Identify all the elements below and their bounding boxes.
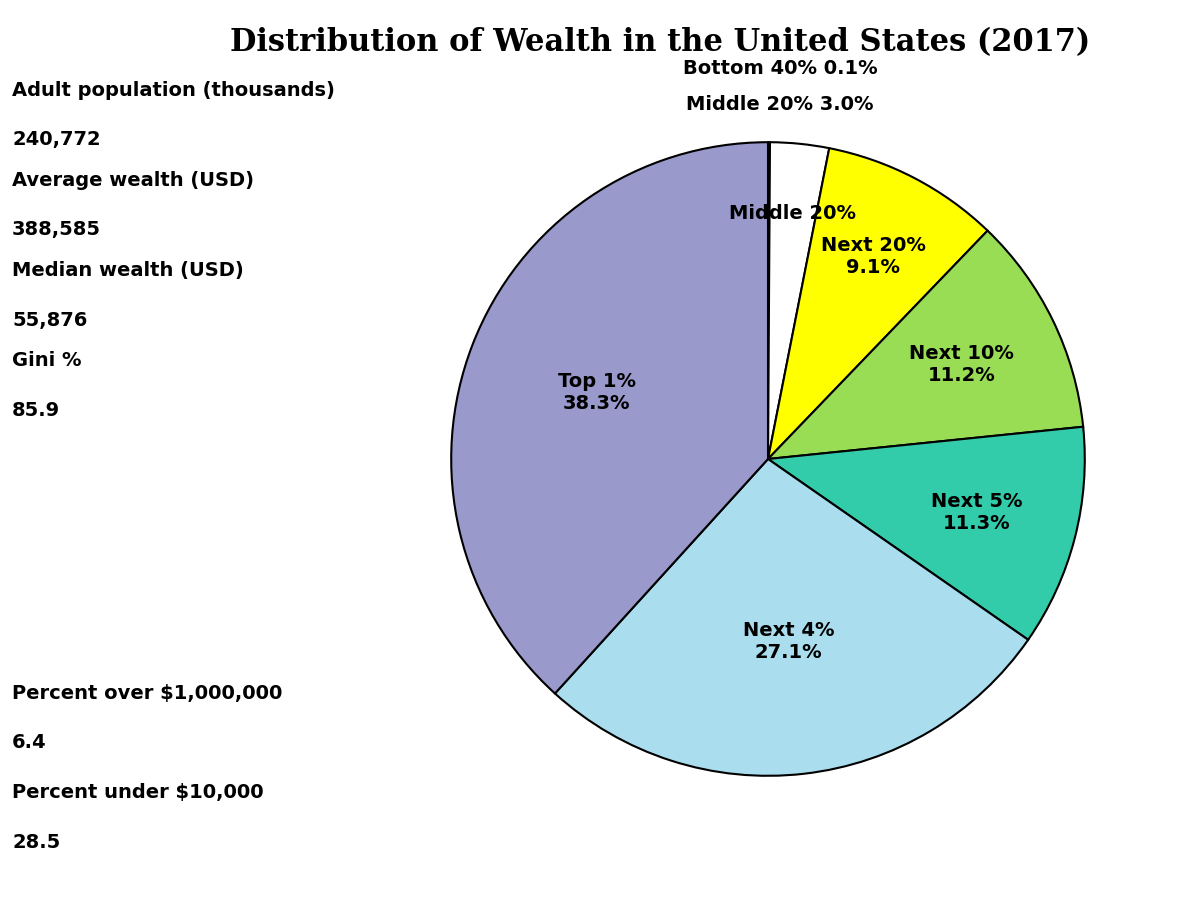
Text: 388,585: 388,585 [12,220,101,239]
Text: Distribution of Wealth in the United States (2017): Distribution of Wealth in the United Sta… [230,27,1090,58]
Wedge shape [451,142,768,694]
Text: 55,876: 55,876 [12,310,88,329]
Text: 85.9: 85.9 [12,400,60,419]
Text: 28.5: 28.5 [12,832,60,851]
Text: 240,772: 240,772 [12,130,101,149]
Text: Gini %: Gini % [12,351,82,370]
Text: Next 20%
9.1%: Next 20% 9.1% [821,236,926,277]
Text: Next 5%
11.3%: Next 5% 11.3% [931,492,1022,534]
Text: Middle 20% 3.0%: Middle 20% 3.0% [686,94,874,113]
Text: Percent under $10,000: Percent under $10,000 [12,783,264,802]
Text: Adult population (thousands): Adult population (thousands) [12,81,335,100]
Text: Average wealth (USD): Average wealth (USD) [12,171,254,190]
Wedge shape [768,142,829,459]
Text: Next 10%
11.2%: Next 10% 11.2% [910,344,1014,385]
Wedge shape [768,230,1084,459]
Text: Next 4%
27.1%: Next 4% 27.1% [743,621,834,662]
Wedge shape [554,459,1028,776]
Text: Percent over $1,000,000: Percent over $1,000,000 [12,684,282,703]
Text: 6.4: 6.4 [12,734,47,752]
Text: Middle 20%: Middle 20% [730,203,857,222]
Text: Median wealth (USD): Median wealth (USD) [12,261,244,280]
Text: Top 1%
38.3%: Top 1% 38.3% [558,373,636,413]
Wedge shape [768,427,1085,640]
Text: Bottom 40% 0.1%: Bottom 40% 0.1% [683,58,877,77]
Wedge shape [768,148,988,459]
Wedge shape [768,142,770,459]
